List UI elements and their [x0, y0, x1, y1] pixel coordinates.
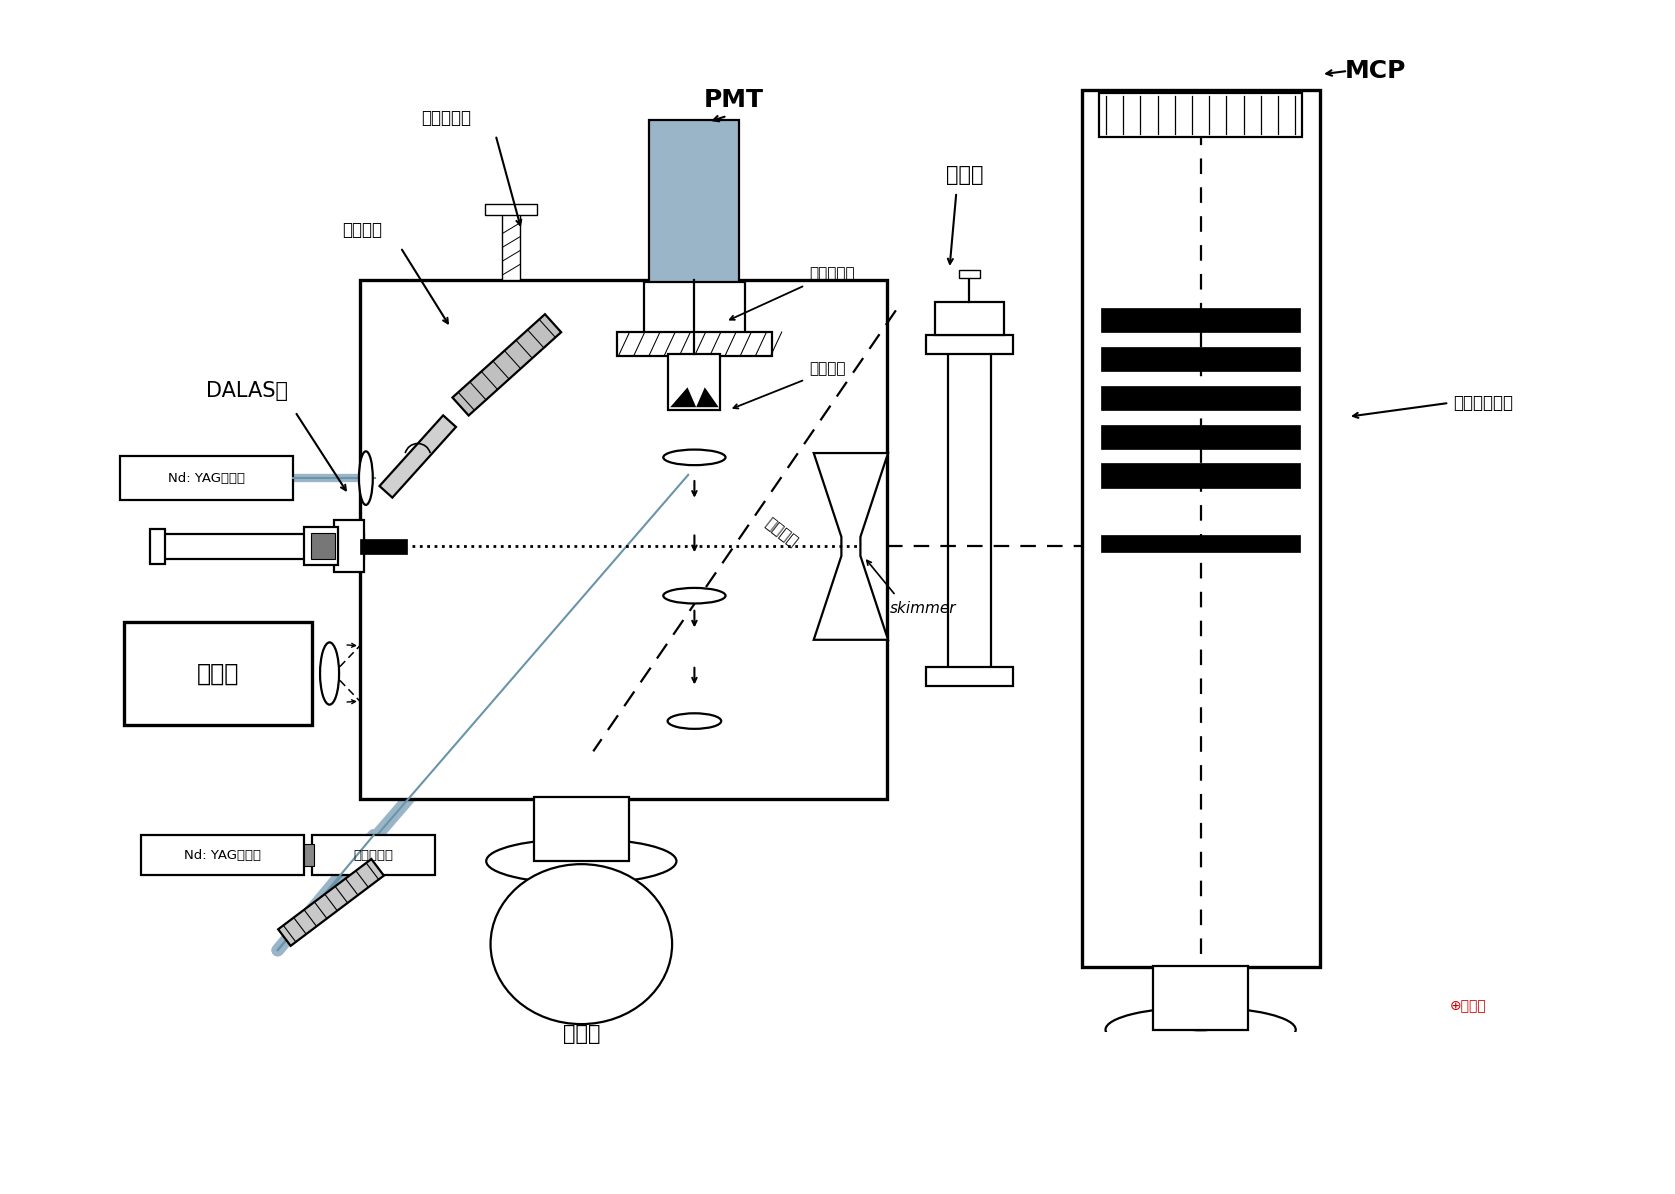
- Bar: [645, 282, 745, 334]
- Text: 单色件: 单色件: [198, 661, 240, 685]
- Polygon shape: [697, 387, 719, 407]
- Ellipse shape: [1106, 1008, 1296, 1052]
- Ellipse shape: [668, 713, 722, 728]
- Bar: [1152, 966, 1248, 1029]
- Ellipse shape: [358, 451, 374, 505]
- Bar: [960, 270, 980, 278]
- Text: 直线促动器: 直线促动器: [422, 109, 471, 127]
- Ellipse shape: [320, 642, 338, 704]
- Bar: [360, 538, 407, 554]
- Polygon shape: [452, 314, 561, 416]
- Bar: [926, 334, 1013, 353]
- Ellipse shape: [1111, 1033, 1291, 1193]
- Bar: [1100, 463, 1300, 487]
- Text: 溅射激光: 溅射激光: [342, 221, 382, 239]
- Text: Nd: YAG激光器: Nd: YAG激光器: [168, 472, 245, 485]
- Bar: [1100, 308, 1300, 332]
- Text: Nd: YAG激光器: Nd: YAG激光器: [184, 849, 261, 862]
- Text: 染料激光器: 染料激光器: [353, 849, 394, 862]
- Bar: [303, 528, 338, 566]
- Bar: [312, 835, 436, 875]
- Text: PMT: PMT: [704, 88, 764, 112]
- Bar: [1100, 535, 1300, 553]
- Bar: [161, 534, 363, 559]
- Ellipse shape: [486, 838, 677, 884]
- Ellipse shape: [663, 450, 725, 466]
- Text: 玻璃窗口: 玻璃窗口: [809, 361, 846, 376]
- Text: 插板阀: 插板阀: [946, 165, 983, 185]
- Bar: [926, 667, 1013, 687]
- Polygon shape: [278, 858, 384, 946]
- Bar: [948, 310, 992, 673]
- Ellipse shape: [663, 587, 725, 603]
- Bar: [1100, 425, 1300, 449]
- Text: 分子泵: 分子泵: [1183, 1193, 1219, 1194]
- Bar: [650, 121, 739, 284]
- Polygon shape: [814, 453, 888, 640]
- Bar: [1082, 90, 1320, 967]
- Ellipse shape: [491, 864, 672, 1024]
- Bar: [616, 332, 772, 356]
- Bar: [486, 204, 538, 215]
- Bar: [141, 835, 303, 875]
- Bar: [935, 302, 1003, 334]
- Bar: [333, 521, 363, 572]
- Text: DALAS源: DALAS源: [206, 381, 288, 401]
- Bar: [534, 798, 628, 861]
- Bar: [310, 534, 335, 559]
- Text: skimmer: skimmer: [889, 601, 956, 616]
- Text: 分子泵: 分子泵: [563, 1024, 600, 1044]
- Bar: [149, 529, 166, 564]
- Bar: [124, 622, 312, 726]
- Text: MCP: MCP: [1345, 59, 1407, 82]
- Bar: [121, 456, 293, 500]
- Bar: [502, 213, 519, 281]
- Text: 诱导激光: 诱导激光: [762, 516, 801, 549]
- Polygon shape: [380, 416, 456, 498]
- Bar: [360, 281, 888, 799]
- Text: ⊕鼎达信: ⊕鼎达信: [1449, 999, 1486, 1014]
- Bar: [1099, 92, 1301, 137]
- Text: 低通滤波片: 低通滤波片: [809, 266, 854, 281]
- Bar: [1100, 386, 1300, 410]
- Bar: [1100, 346, 1300, 371]
- Text: 加速偏转电极: 加速偏转电极: [1454, 394, 1514, 412]
- Bar: [303, 844, 313, 867]
- Bar: [668, 355, 720, 410]
- Polygon shape: [670, 387, 697, 407]
